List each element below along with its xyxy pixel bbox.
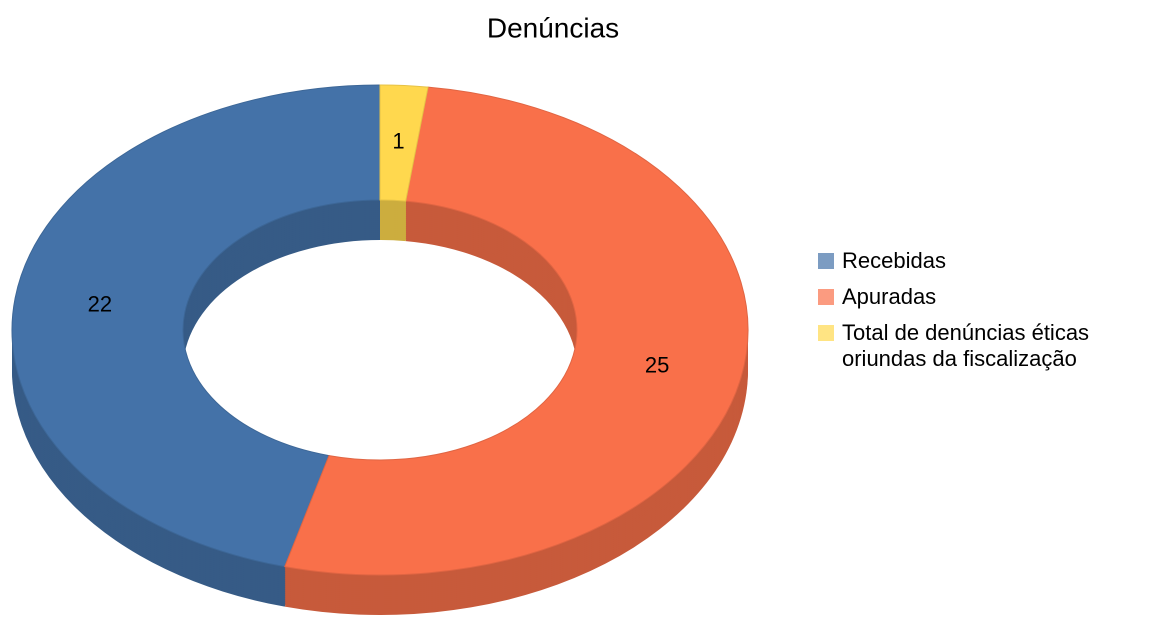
slice [379,84,429,202]
data-label: 1 [392,129,404,154]
legend-label: Recebidas [842,248,946,273]
data-label: 25 [645,352,669,377]
legend-swatch [818,325,834,341]
data-label: 22 [88,291,112,316]
chart-title: Denúncias [487,12,619,43]
slice [11,84,381,568]
legend-item: Total de denúncias éticas oriundas da fi… [818,320,1118,372]
legend-swatch [818,289,834,305]
legend: Recebidas Apuradas Total de denúncias étic… [818,248,1118,382]
slice [284,86,749,576]
legend-item: Recebidas [818,248,1118,274]
legend-item: Apuradas [818,284,1118,310]
legend-label: Apuradas [842,284,937,309]
legend-swatch [818,253,834,269]
legend-label: Total de denúncias éticas oriundas da fi… [842,320,1090,371]
